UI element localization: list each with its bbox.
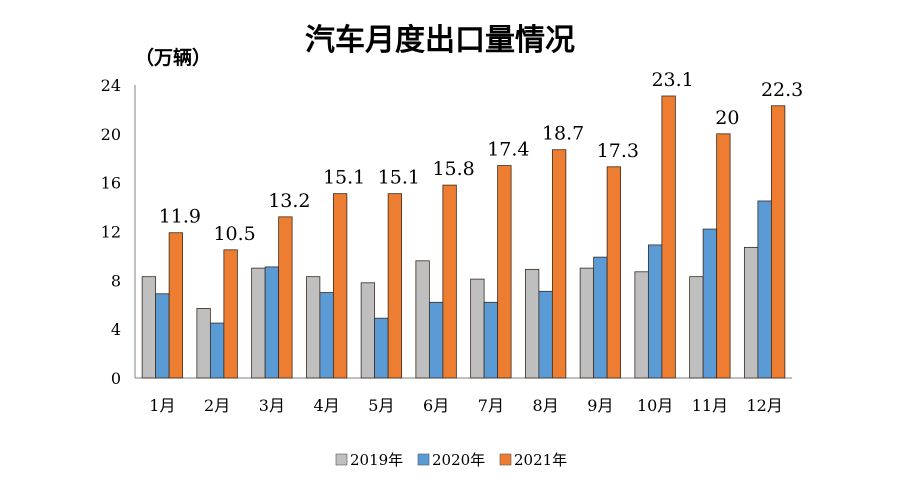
x-tick-label: 1月 (149, 396, 175, 415)
bar-2019年-8月 (524, 268, 540, 379)
bar-2021年-12月 (770, 105, 786, 379)
x-tick-label: 3月 (259, 396, 285, 415)
legend-label: 2021年 (514, 451, 567, 469)
bar-2019年-6月 (415, 260, 430, 379)
legend-label: 2020年 (432, 451, 485, 469)
y-tick-label: 12 (101, 223, 121, 242)
bar-2019年-1月 (141, 276, 157, 379)
data-label: 10.5 (213, 223, 255, 245)
bar-2019年-4月 (305, 276, 321, 379)
y-tick-label: 4 (111, 320, 121, 339)
x-tick-label: 7月 (478, 396, 504, 415)
legend-label: 2019年 (350, 451, 403, 469)
bar-2019年-2月 (196, 308, 211, 379)
legend-swatch (335, 453, 348, 466)
bar-2021年-8月 (551, 149, 567, 379)
data-label: 23.1 (651, 69, 693, 91)
bar-2020年-5月 (374, 317, 389, 379)
bar-2021年-10月 (661, 95, 676, 379)
data-label: 15.1 (323, 167, 365, 189)
data-label: 17.3 (597, 140, 639, 162)
x-tick-label: 9月 (587, 396, 613, 415)
x-tick-label: 12月 (746, 396, 782, 415)
bar-2020年-7月 (483, 301, 499, 379)
y-tick-label: 24 (101, 76, 121, 95)
bar-2021年-6月 (442, 184, 457, 379)
bar-2020年-10月 (647, 244, 663, 379)
data-label: 18.7 (542, 123, 584, 145)
data-label: 13.2 (268, 190, 310, 212)
chart-title: 汽车月度出口量情况 (305, 23, 575, 58)
bar-2020年-12月 (757, 200, 772, 379)
data-label: 20 (715, 107, 739, 129)
bar-2020年-1月 (155, 293, 170, 379)
bar-2020年-11月 (702, 228, 718, 379)
bar-2021年-1月 (168, 232, 184, 379)
data-label: 11.9 (159, 206, 201, 228)
unit-label: （万辆） (135, 46, 211, 69)
x-tick-label: 6月 (423, 396, 449, 415)
bar-2021年-4月 (332, 193, 348, 379)
bar-2019年-10月 (634, 271, 649, 379)
legend-swatch (417, 453, 430, 466)
y-tick-label: 16 (101, 174, 121, 193)
x-tick-label: 5月 (368, 396, 394, 415)
y-tick-label: 20 (101, 125, 121, 144)
bar-2020年-9月 (593, 256, 608, 379)
x-tick-label: 8月 (533, 396, 559, 415)
bar-2021年-7月 (497, 165, 512, 379)
bar-2020年-3月 (264, 266, 280, 379)
bar-2019年-7月 (470, 278, 485, 379)
bar-2019年-5月 (360, 282, 376, 379)
bar-2019年-11月 (689, 276, 704, 379)
bar-2020年-8月 (538, 290, 553, 379)
y-tick-label: 8 (111, 271, 121, 290)
y-tick-label: 0 (111, 369, 121, 388)
bar-2020年-2月 (209, 322, 225, 379)
bar-2021年-11月 (716, 133, 731, 379)
bar-2019年-3月 (251, 267, 266, 379)
x-tick-label: 10月 (637, 396, 673, 415)
bar-2021年-2月 (223, 249, 238, 379)
bar-2021年-9月 (606, 166, 622, 379)
bar-2019年-9月 (579, 267, 595, 379)
bar-2020年-6月 (428, 301, 444, 379)
bar-2019年-12月 (743, 246, 759, 379)
data-label: 17.4 (487, 139, 529, 161)
data-label: 15.1 (378, 167, 420, 189)
x-tick-label: 2月 (204, 396, 230, 415)
data-label: 15.8 (432, 158, 474, 180)
x-tick-label: 4月 (314, 396, 340, 415)
bar-2021年-3月 (278, 216, 293, 379)
bar-2020年-4月 (319, 292, 334, 379)
data-label: 22.3 (761, 79, 803, 101)
legend-swatch (499, 453, 512, 466)
x-tick-label: 11月 (692, 396, 728, 415)
bar-2021年-5月 (387, 193, 403, 379)
